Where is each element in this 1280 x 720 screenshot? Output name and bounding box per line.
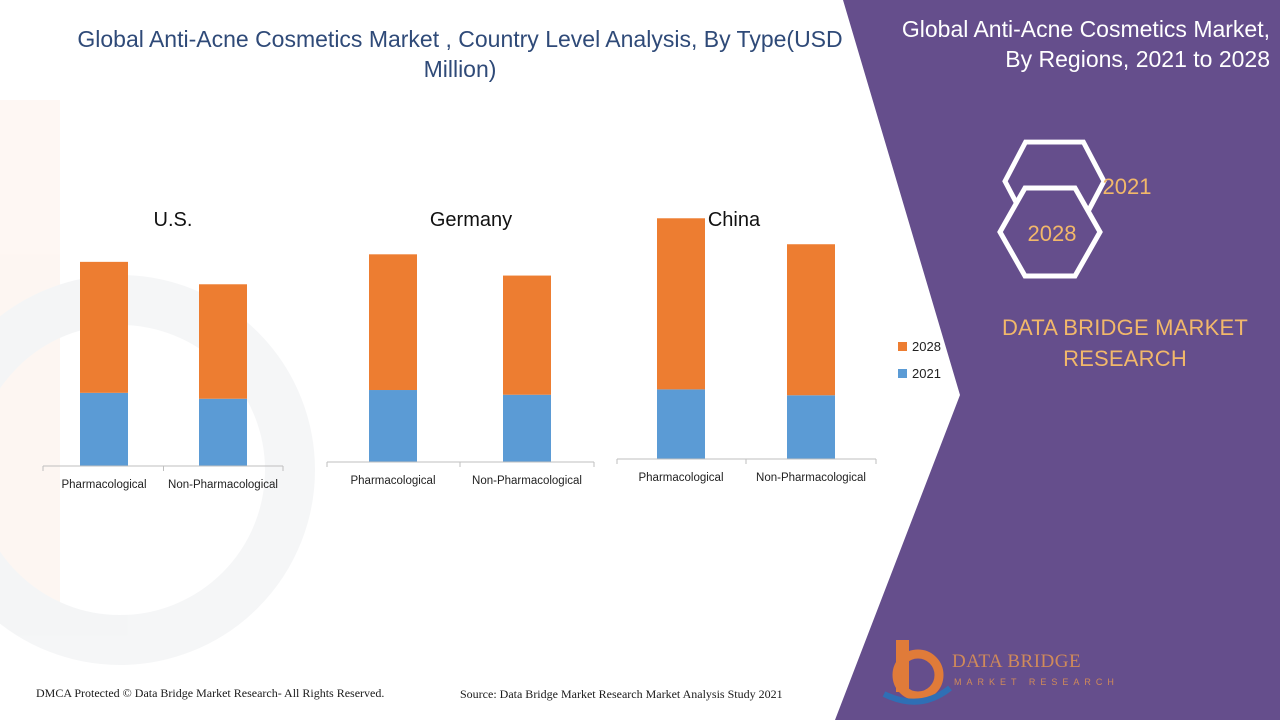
category-label: Non-Pharmacological [472, 475, 582, 487]
category-label: Non-Pharmacological [168, 479, 278, 491]
logo-wordmark: DATA BRIDGE [952, 651, 1082, 672]
panel-title: Germany [430, 209, 512, 231]
legend-label: 2028 [912, 339, 941, 354]
bar-2021 [787, 395, 835, 459]
bar-2028 [199, 284, 247, 399]
bar-2028 [657, 218, 705, 390]
logo-icon [882, 640, 952, 705]
side-title: Global Anti-Acne Cosmetics Market, By Re… [901, 16, 1270, 72]
category-label: Non-Pharmacological [756, 472, 866, 484]
bar-2028 [80, 261, 128, 393]
side-panel [835, 0, 1280, 720]
logo-bowl [892, 649, 944, 701]
bar-2021 [503, 394, 551, 462]
bar-2021 [369, 390, 417, 462]
logo-tagline: MARKET RESEARCH [954, 677, 1119, 687]
hexagon-2028 [997, 185, 1103, 279]
bar-2021 [657, 389, 705, 459]
panel-title: China [708, 209, 761, 231]
brand-name: DATA BRIDGE MARKET RESEARCH [1001, 315, 1249, 371]
legend-swatch [898, 369, 907, 378]
bar-2028 [369, 254, 417, 391]
logo-swoosh [882, 685, 952, 705]
legend-swatch [898, 342, 907, 351]
category-label: Pharmacological [638, 472, 723, 484]
hexagon-2021-label: 2021 [1103, 174, 1152, 199]
bar-2021 [80, 392, 128, 466]
panel-title: U.S. [154, 209, 193, 231]
legend-label: 2021 [912, 366, 941, 381]
copyright-notice: DMCA Protected © Data Bridge Market Rese… [36, 686, 385, 700]
category-label: Pharmacological [61, 479, 146, 491]
hexagon-2028-label: 2028 [1028, 221, 1077, 246]
category-label: Pharmacological [350, 475, 435, 487]
bar-2028 [503, 275, 551, 395]
watermark-bar [0, 100, 60, 620]
bar-2028 [787, 244, 835, 396]
chart-title: Global Anti-Acne Cosmetics Market , Coun… [77, 26, 843, 82]
source-note: Source: Data Bridge Market Research Mark… [460, 687, 783, 701]
bar-2021 [199, 398, 247, 466]
